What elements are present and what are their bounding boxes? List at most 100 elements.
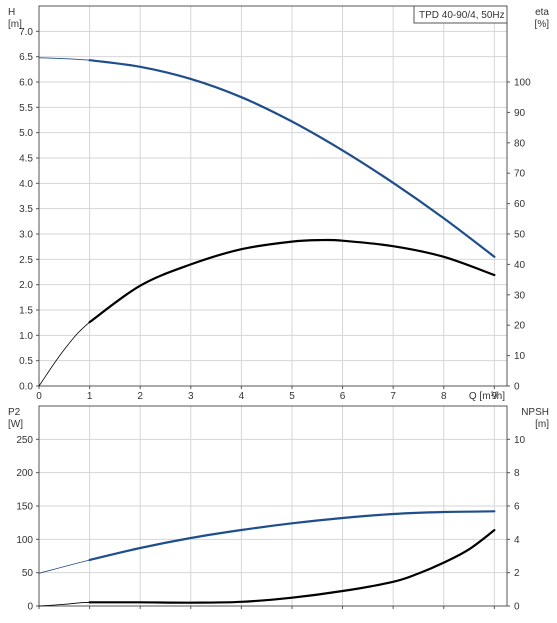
y-left-tick-label: 0 <box>27 602 33 613</box>
series-point <box>494 530 495 531</box>
y-left-tick-label: 5.0 <box>19 128 33 139</box>
series-point <box>342 150 343 151</box>
plot-frame <box>38 5 508 387</box>
y-right-axis-unit: [%] <box>535 19 550 30</box>
plot-area <box>39 6 507 386</box>
series-point <box>342 240 343 241</box>
x-tick-label: 1 <box>87 391 93 402</box>
series-point <box>89 602 90 603</box>
y-right-tick-label: 80 <box>514 138 526 149</box>
series-point <box>494 511 495 512</box>
y-left-tick-label: 250 <box>16 435 33 446</box>
y-left-tick-label: 150 <box>16 502 33 513</box>
series-point <box>291 241 292 242</box>
y-right-tick-label: 40 <box>514 260 526 271</box>
y-right-tick-label: 0 <box>514 382 520 393</box>
series-point <box>443 218 444 219</box>
y-left-axis-unit: [W] <box>8 419 23 430</box>
series-point <box>140 602 141 603</box>
series-point <box>190 264 191 265</box>
y-left-tick-label: 0.0 <box>19 382 33 393</box>
series-point <box>443 511 444 512</box>
series-line <box>88 238 496 324</box>
series-point <box>494 256 495 257</box>
series-point <box>393 581 394 582</box>
series-line <box>88 529 496 604</box>
y-left-tick-label: 200 <box>16 468 33 479</box>
series-point <box>38 605 39 606</box>
y-left-tick-label: 4.5 <box>19 154 33 165</box>
x-tick-label: 2 <box>137 391 143 402</box>
series-point <box>418 573 419 574</box>
series-point <box>241 529 242 530</box>
y-left-tick-label: 2.0 <box>19 280 33 291</box>
x-tick-label: 8 <box>441 391 447 402</box>
series-point <box>140 66 141 67</box>
y-left-tick-label: 100 <box>16 535 33 546</box>
y-left-tick-label: 6.0 <box>19 78 33 89</box>
y-left-tick-label: 3.0 <box>19 230 33 241</box>
series-point <box>468 549 469 550</box>
y-left-tick-label: 7.0 <box>19 27 33 38</box>
series-point <box>38 57 39 58</box>
y-right-tick-label: 50 <box>514 230 526 241</box>
x-tick-label: 0 <box>36 391 42 402</box>
series-point <box>393 246 394 247</box>
y-right-tick-label: 30 <box>514 290 526 301</box>
y-right-tick-label: 10 <box>514 351 526 362</box>
series-point <box>64 604 65 605</box>
series-point <box>494 274 495 275</box>
y-left-tick-label: 50 <box>22 568 34 579</box>
x-tick-label: 9 <box>492 391 498 402</box>
y-left-axis-label: H <box>8 7 15 18</box>
series-point <box>342 590 343 591</box>
series-point <box>190 602 191 603</box>
y-right-tick-label: 100 <box>514 78 531 89</box>
series-point <box>291 121 292 122</box>
y-right-tick-label: 0 <box>514 602 520 613</box>
y-right-axis-label: NPSH <box>521 407 549 418</box>
y-left-axis-label: P2 <box>8 407 21 418</box>
series-point <box>241 97 242 98</box>
y-left-tick-label: 1.0 <box>19 331 33 342</box>
y-right-tick-label: 8 <box>514 468 520 479</box>
y-right-tick-label: 10 <box>514 435 526 446</box>
y-right-tick-label: 70 <box>514 169 526 180</box>
x-tick-label: 6 <box>340 391 346 402</box>
x-tick-label: 3 <box>188 391 194 402</box>
series-point <box>393 182 394 183</box>
series-point <box>393 513 394 514</box>
series-point <box>64 349 65 350</box>
series-point <box>291 597 292 598</box>
y-left-tick-label: 3.5 <box>19 204 33 215</box>
series-point <box>241 249 242 250</box>
series-point <box>89 559 90 560</box>
y-right-axis-label: eta <box>535 7 549 18</box>
y-left-tick-label: 2.5 <box>19 255 33 266</box>
series-point <box>38 573 39 574</box>
series-line <box>88 510 496 562</box>
series-point <box>190 537 191 538</box>
series-point <box>38 385 39 386</box>
x-tick-label: 4 <box>239 391 245 402</box>
series-point <box>241 601 242 602</box>
y-right-tick-label: 4 <box>514 535 520 546</box>
y-left-tick-label: 1.5 <box>19 306 33 317</box>
series-line <box>88 59 496 258</box>
y-left-tick-label: 6.5 <box>19 52 33 63</box>
series-point <box>89 322 90 323</box>
power-npsh-panel: 0 50 100 150 200 250 0 2 4 6 8 10 P2[W] NPSH[m] <box>8 405 549 613</box>
series-point <box>322 239 323 240</box>
legend-box <box>413 5 508 24</box>
series-point <box>291 523 292 524</box>
y-right-tick-label: 20 <box>514 321 526 332</box>
performance-panel: 0 1 2 3 4 5 6 7 8 9 0.0 0.5 1.0 1.5 2.0 2.5 3.0 3.5 4.0 4.5… <box>8 5 550 402</box>
y-left-axis-unit: [m] <box>8 19 22 30</box>
x-tick-label: 7 <box>390 391 396 402</box>
series-point <box>140 547 141 548</box>
y-left-tick-label: 0.5 <box>19 356 33 367</box>
y-right-tick-label: 6 <box>514 502 520 513</box>
plot-frame <box>38 405 508 607</box>
series-point <box>140 285 141 286</box>
